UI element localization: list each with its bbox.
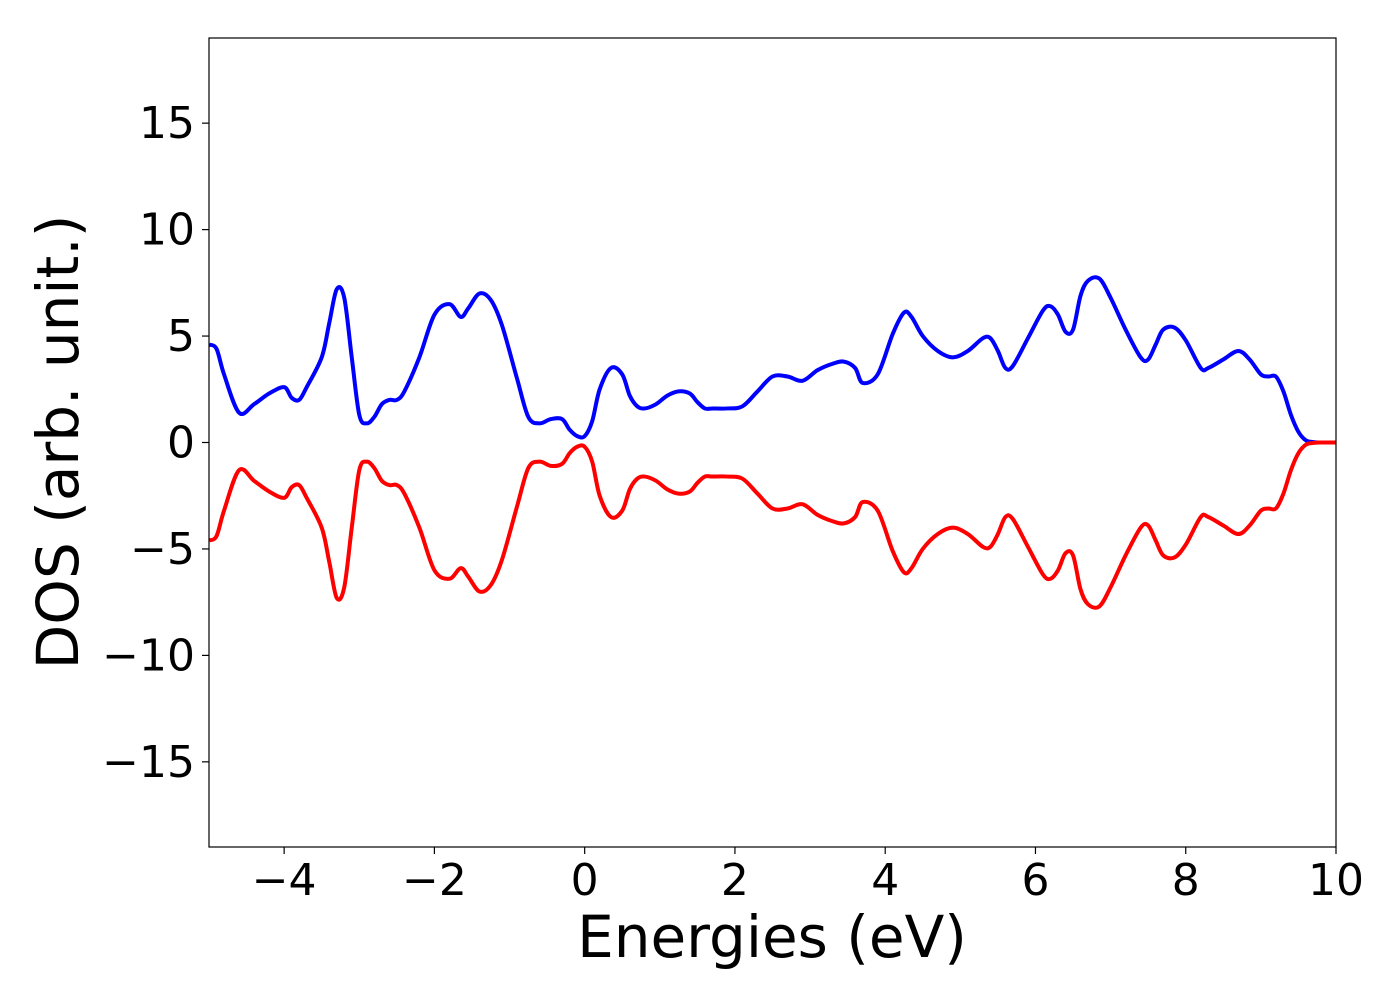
- x-tick-label: 4: [871, 855, 899, 906]
- y-axis-ticks: 15 10 5 0 −5 −10 −15: [102, 98, 209, 788]
- y-tick-label: 5: [167, 311, 195, 362]
- y-tick-label: 0: [167, 418, 195, 469]
- x-tick-label: −2: [402, 855, 467, 906]
- series-layer: [209, 275, 1336, 610]
- x-tick-label: 2: [721, 855, 749, 906]
- y-tick-label: −15: [102, 737, 195, 788]
- y-tick-label: 15: [139, 98, 195, 149]
- plot-frame: [208, 37, 1337, 848]
- x-tick-label: −4: [252, 855, 317, 906]
- series-line-1: [209, 275, 1336, 445]
- series-line-2: [209, 440, 1336, 610]
- x-tick-label: 10: [1308, 855, 1364, 906]
- x-tick-label: 8: [1172, 855, 1200, 906]
- x-axis-ticks: −4 −2 0 2 4 6 8 10: [252, 847, 1364, 906]
- x-tick-label: 6: [1021, 855, 1049, 906]
- x-tick-label: 0: [571, 855, 599, 906]
- y-tick-label: −5: [130, 524, 195, 575]
- y-axis-title: DOS (arb. unit.): [24, 215, 92, 670]
- y-tick-label: 10: [139, 205, 195, 256]
- x-axis-title: Energies (eV): [577, 903, 967, 971]
- y-tick-label: −10: [102, 630, 195, 681]
